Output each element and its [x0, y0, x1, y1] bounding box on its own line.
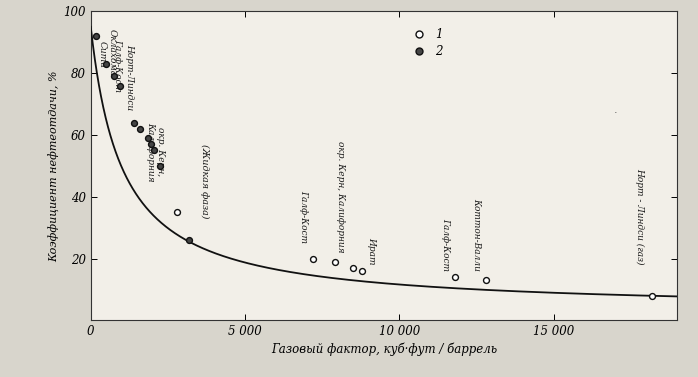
- Point: [184, 237, 195, 243]
- Text: Галф-Кост: Галф-Кост: [113, 39, 122, 92]
- Text: Ират: Ират: [367, 237, 376, 265]
- Point: [154, 163, 165, 169]
- Point: [357, 268, 368, 274]
- Legend: 1, 2: 1, 2: [402, 23, 447, 62]
- Point: [329, 259, 340, 265]
- Point: [135, 126, 146, 132]
- Point: [480, 277, 491, 283]
- Point: [172, 209, 183, 215]
- Y-axis label: Коэффициент нефтеотдачи, %: Коэффициент нефтеотдачи, %: [48, 70, 59, 262]
- Point: [91, 33, 102, 39]
- Point: [142, 135, 154, 141]
- Point: [450, 274, 461, 280]
- Text: Норт - Линдси (газ): Норт - Линдси (газ): [635, 168, 644, 265]
- Text: окр. Керн,
Калифорния: окр. Керн, Калифорния: [146, 122, 165, 181]
- Point: [145, 141, 156, 147]
- Point: [101, 61, 112, 67]
- Text: Норт-Линдси: Норт-Линдси: [126, 44, 135, 110]
- Text: Галф-Кост: Галф-Кост: [441, 218, 450, 271]
- Text: (Жидкая фаза): (Жидкая фаза): [200, 144, 209, 218]
- Point: [647, 293, 658, 299]
- Text: Коттон-Валли: Коттон-Валли: [472, 198, 481, 271]
- Point: [149, 147, 160, 153]
- Point: [108, 73, 119, 79]
- Text: Оклахома-
Сити: Оклахома- Сити: [98, 29, 117, 79]
- X-axis label: Газовый фактор, куб·фут / баррель: Газовый фактор, куб·фут / баррель: [271, 342, 497, 356]
- Text: окр. Керн, Калифорния: окр. Керн, Калифорния: [336, 141, 346, 253]
- Point: [114, 83, 126, 89]
- Text: .: .: [614, 105, 617, 115]
- Point: [348, 265, 359, 271]
- Point: [128, 120, 140, 126]
- Point: [307, 256, 318, 262]
- Text: Галф-Кост: Галф-Кост: [299, 190, 308, 243]
